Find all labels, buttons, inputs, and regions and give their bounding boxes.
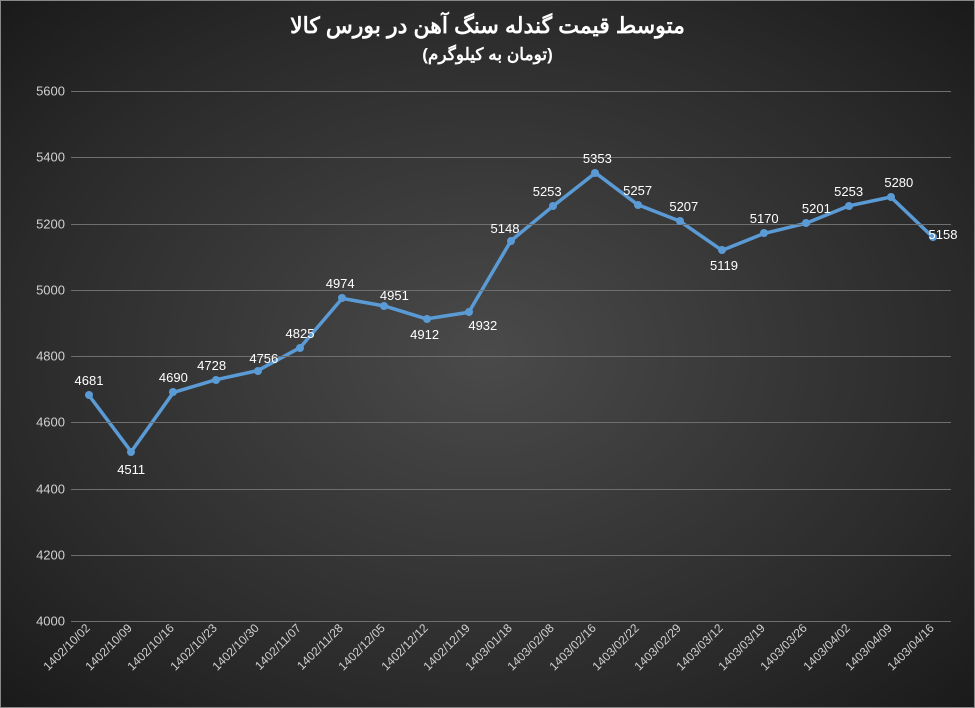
data-point-label: 4951: [380, 288, 409, 303]
data-point-marker: [465, 308, 473, 316]
y-axis-tick-label: 5200: [36, 216, 65, 231]
y-axis-tick-label: 5600: [36, 84, 65, 99]
data-point-marker: [212, 376, 220, 384]
data-point-marker: [634, 201, 642, 209]
data-point-marker: [718, 246, 726, 254]
data-point-marker: [676, 217, 684, 225]
data-point-marker: [380, 302, 388, 310]
grid-line: [71, 489, 951, 490]
data-point-marker: [254, 367, 262, 375]
data-point-label: 5207: [669, 199, 698, 214]
data-point-label: 5148: [491, 221, 520, 236]
data-point-marker: [85, 391, 93, 399]
data-point-marker: [127, 448, 135, 456]
grid-line: [71, 555, 951, 556]
y-axis-tick-label: 4400: [36, 481, 65, 496]
data-point-marker: [591, 169, 599, 177]
data-point-marker: [423, 315, 431, 323]
y-axis-tick-label: 4800: [36, 349, 65, 364]
data-point-label: 5170: [750, 211, 779, 226]
data-point-marker: [169, 388, 177, 396]
y-axis-tick-label: 4200: [36, 547, 65, 562]
grid-line: [71, 621, 951, 622]
data-point-label: 4825: [286, 326, 315, 341]
data-point-marker: [802, 219, 810, 227]
chart-subtitle: (تومان به کیلوگرم): [1, 45, 974, 65]
grid-line: [71, 290, 951, 291]
data-point-label: 5253: [834, 184, 863, 199]
grid-line: [71, 422, 951, 423]
y-axis-tick-label: 5400: [36, 150, 65, 165]
data-point-label: 5353: [583, 151, 612, 166]
y-axis-tick-label: 4600: [36, 415, 65, 430]
data-point-marker: [845, 202, 853, 210]
data-point-label: 4912: [410, 327, 439, 342]
data-point-marker: [887, 193, 895, 201]
data-point-marker: [549, 202, 557, 210]
data-point-marker: [338, 294, 346, 302]
y-axis-tick-label: 5000: [36, 282, 65, 297]
grid-line: [71, 356, 951, 357]
data-point-label: 4728: [197, 358, 226, 373]
data-point-label: 4690: [159, 370, 188, 385]
data-point-label: 4932: [468, 318, 497, 333]
grid-line: [71, 157, 951, 158]
chart-title: متوسط قیمت گندله سنگ آهن در بورس کالا: [1, 13, 974, 39]
data-point-label: 5253: [533, 184, 562, 199]
data-point-marker: [296, 344, 304, 352]
data-point-marker: [507, 237, 515, 245]
data-point-label: 4511: [117, 462, 145, 477]
data-point-label: 5158: [929, 227, 958, 242]
grid-line: [71, 91, 951, 92]
data-point-label: 5280: [884, 175, 913, 190]
data-point-marker: [760, 229, 768, 237]
plot-area: 4000420044004600480050005200540056001402…: [71, 91, 951, 621]
data-point-label: 5201: [802, 201, 831, 216]
data-point-label: 4681: [75, 373, 104, 388]
data-point-label: 4756: [249, 351, 278, 366]
data-point-label: 4974: [326, 276, 355, 291]
y-axis-tick-label: 4000: [36, 614, 65, 629]
chart-container: متوسط قیمت گندله سنگ آهن در بورس کالا (ت…: [0, 0, 975, 708]
data-point-label: 5119: [710, 258, 738, 273]
data-point-label: 5257: [623, 183, 652, 198]
